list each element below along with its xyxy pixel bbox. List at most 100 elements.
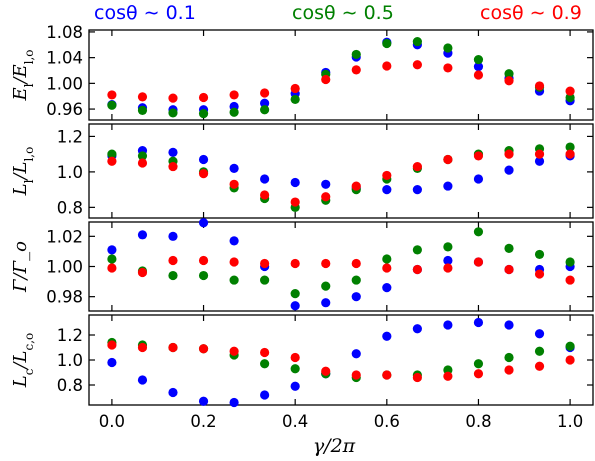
data-point-red [473,151,484,161]
series-label-green: cosθ ∼ 0.5 [292,2,394,24]
series-header-green: cosθ ∼ 0.5 [292,2,394,24]
y-tick-label: 0.8 [57,376,83,395]
data-point-red [412,161,422,172]
data-point-blue [351,349,361,359]
data-point-blue [412,324,422,334]
data-point-red [290,352,300,363]
data-point-red [382,370,392,380]
data-point-blue [534,329,545,339]
panel-2: 0.8 1.0 1.2 Ll/Ll,o [10,123,594,219]
data-point-red [260,347,270,358]
data-point-red [107,263,117,273]
data-point-red [198,344,209,354]
data-point-green [412,36,422,47]
data-point-blue [260,98,270,108]
data-point-green [565,257,575,267]
series-label-red: cosθ ∼ 0.9 [480,2,582,24]
data-point-red [412,60,422,70]
y-tick-label: 1.00 [46,258,83,277]
data-point-green [260,275,270,285]
data-point-red [351,258,361,269]
data-point-green [107,100,117,110]
y-tick-label: 1.0 [57,351,83,370]
data-point-blue [168,387,178,398]
y-tick-label: 0.96 [46,100,83,119]
y-tick-label: 1.00 [46,74,83,93]
y-tick-label: 1.0 [57,163,83,182]
y-tick-label: 1.08 [46,23,83,42]
data-point-blue [290,177,300,188]
data-point-red [534,81,545,91]
data-point-red [290,197,300,207]
data-point-green [504,69,514,79]
y-tick-label: 1.2 [57,127,83,146]
data-point-red [229,257,239,267]
data-point-green [229,107,239,117]
data-point-red [412,264,422,275]
panel-3: 0.98 1.00 1.02 Γ/Γ_o [10,218,594,312]
data-point-blue [229,397,239,408]
panel-frame [88,221,594,312]
data-point-red [198,169,209,179]
data-point-red [565,355,575,365]
data-point-green [168,270,178,281]
y-tick-label: 1.2 [57,326,83,345]
data-point-red [137,158,148,168]
data-point-red [382,263,392,273]
data-point-green [137,151,148,161]
data-point-green [260,359,270,369]
data-point-red [229,346,239,356]
series-header-blue: cosθ ∼ 0.1 [94,2,196,24]
y-tick-label: 0.98 [46,288,83,307]
data-point-blue [290,301,300,311]
data-point-red [443,263,453,273]
x-tick-label: 0.2 [190,412,216,431]
data-point-red [351,65,361,75]
data-point-red [107,156,117,166]
data-point-blue [198,218,209,228]
data-point-blue [443,255,453,266]
panel-1: 0.96 1.00 1.04 1.08 El/El,o [10,23,594,121]
data-point-blue [473,174,484,184]
data-point-blue [504,320,514,330]
data-point-red [260,258,270,269]
x-tick-label: 0.8 [465,412,491,431]
data-point-blue [382,185,392,195]
data-point-green [290,94,300,105]
data-point-red [168,161,178,172]
data-point-green [229,275,239,285]
panel-frame [88,123,594,219]
data-point-red [504,149,514,159]
data-point-red [321,366,331,376]
data-point-green [565,341,575,351]
data-point-blue [168,231,178,241]
data-point-green [412,245,422,255]
data-point-red [443,63,453,73]
x-axis-label: γ/2π [313,435,356,457]
data-point-red [107,90,117,100]
data-point-blue [198,154,209,165]
data-point-blue [229,163,239,173]
data-point-red [504,365,514,375]
panel-frame [88,29,594,121]
data-point-green [534,249,545,260]
panel-frame [88,314,594,406]
data-point-blue [351,292,361,302]
data-point-green [290,364,300,374]
data-point-red [260,190,270,200]
data-point-red [351,181,361,191]
data-point-red [168,342,178,353]
data-point-blue [321,179,331,189]
data-point-red [565,275,575,285]
data-point-green [198,270,209,281]
data-point-red [321,192,331,202]
data-point-red [412,372,422,383]
data-point-green [504,243,514,253]
data-point-red [473,369,484,379]
data-point-red [565,149,575,159]
data-point-blue [229,236,239,246]
data-point-red [290,83,300,94]
data-point-red [260,88,270,98]
data-point-green [382,38,392,49]
